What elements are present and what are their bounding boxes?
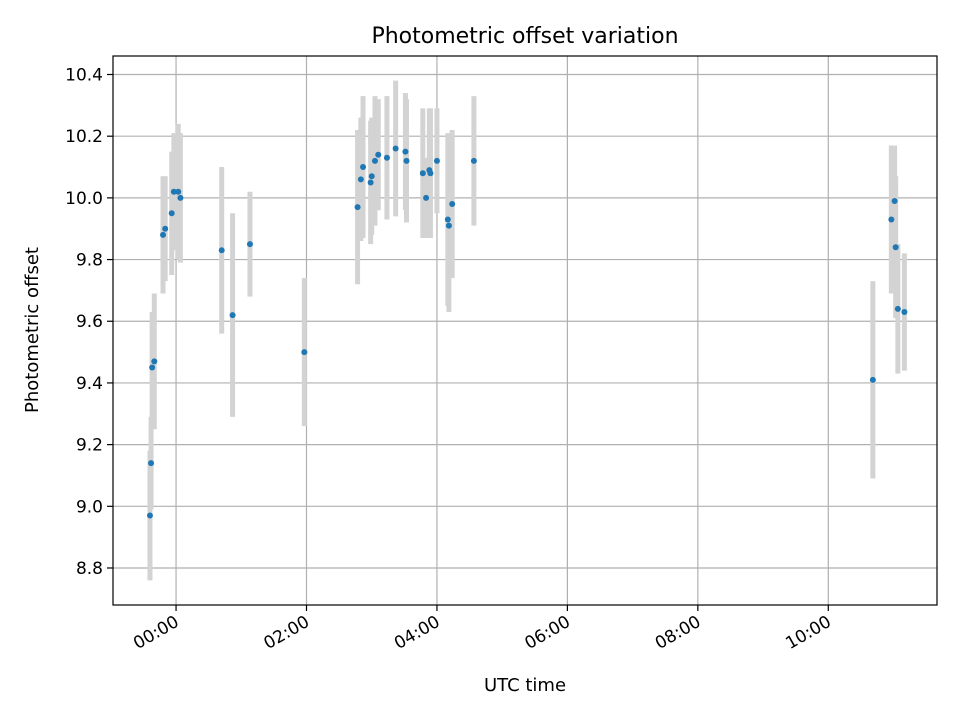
data-point bbox=[423, 194, 430, 201]
y-tick-label: 9.0 bbox=[76, 497, 103, 517]
chart-title: Photometric offset variation bbox=[371, 24, 678, 49]
y-tick-label: 10.0 bbox=[65, 189, 103, 209]
data-point bbox=[357, 176, 364, 183]
data-point bbox=[170, 188, 177, 195]
data-point bbox=[892, 244, 899, 251]
y-axis-ticks: 8.8 9.0 9.2 9.4 9.6 9.8 10.0 10.2 10.4 bbox=[65, 66, 113, 579]
data-point bbox=[368, 173, 375, 180]
data-point bbox=[168, 210, 175, 217]
data-point bbox=[149, 364, 156, 371]
y-tick-label: 10.4 bbox=[65, 66, 103, 86]
data-point bbox=[218, 247, 225, 254]
data-point bbox=[427, 170, 434, 177]
y-tick-label: 9.2 bbox=[76, 436, 103, 456]
data-point bbox=[403, 157, 410, 164]
data-point bbox=[354, 204, 361, 211]
data-point bbox=[360, 164, 367, 171]
data-point bbox=[869, 376, 876, 383]
y-tick-label: 9.4 bbox=[76, 374, 103, 394]
y-tick-label: 10.2 bbox=[65, 127, 103, 147]
data-point bbox=[888, 216, 895, 223]
data-point bbox=[367, 179, 374, 186]
data-point bbox=[162, 225, 169, 232]
y-tick-label: 9.6 bbox=[76, 312, 103, 332]
data-point bbox=[371, 157, 378, 164]
x-axis-label: UTC time bbox=[484, 675, 566, 696]
data-point bbox=[177, 194, 184, 201]
data-point bbox=[891, 197, 898, 204]
data-point bbox=[229, 312, 236, 319]
data-point bbox=[433, 157, 440, 164]
data-point bbox=[419, 170, 426, 177]
data-point bbox=[449, 201, 456, 208]
data-point bbox=[445, 222, 452, 229]
data-point bbox=[375, 151, 382, 158]
data-point bbox=[901, 308, 908, 315]
data-point bbox=[246, 241, 253, 248]
data-point bbox=[160, 231, 167, 238]
data-point bbox=[444, 216, 451, 223]
data-point bbox=[392, 145, 399, 152]
data-point bbox=[151, 358, 158, 365]
y-axis-label: Photometric offset bbox=[22, 247, 43, 413]
plot-frame bbox=[112, 55, 938, 606]
data-point bbox=[301, 349, 308, 356]
data-point bbox=[175, 188, 182, 195]
data-point bbox=[402, 148, 409, 155]
data-point bbox=[146, 512, 153, 519]
data-point bbox=[383, 154, 390, 161]
data-point bbox=[470, 157, 477, 164]
data-point bbox=[148, 460, 155, 467]
y-tick-label: 8.8 bbox=[76, 559, 103, 579]
y-tick-label: 9.8 bbox=[76, 251, 103, 271]
data-points bbox=[146, 145, 908, 519]
data-point bbox=[894, 305, 901, 312]
